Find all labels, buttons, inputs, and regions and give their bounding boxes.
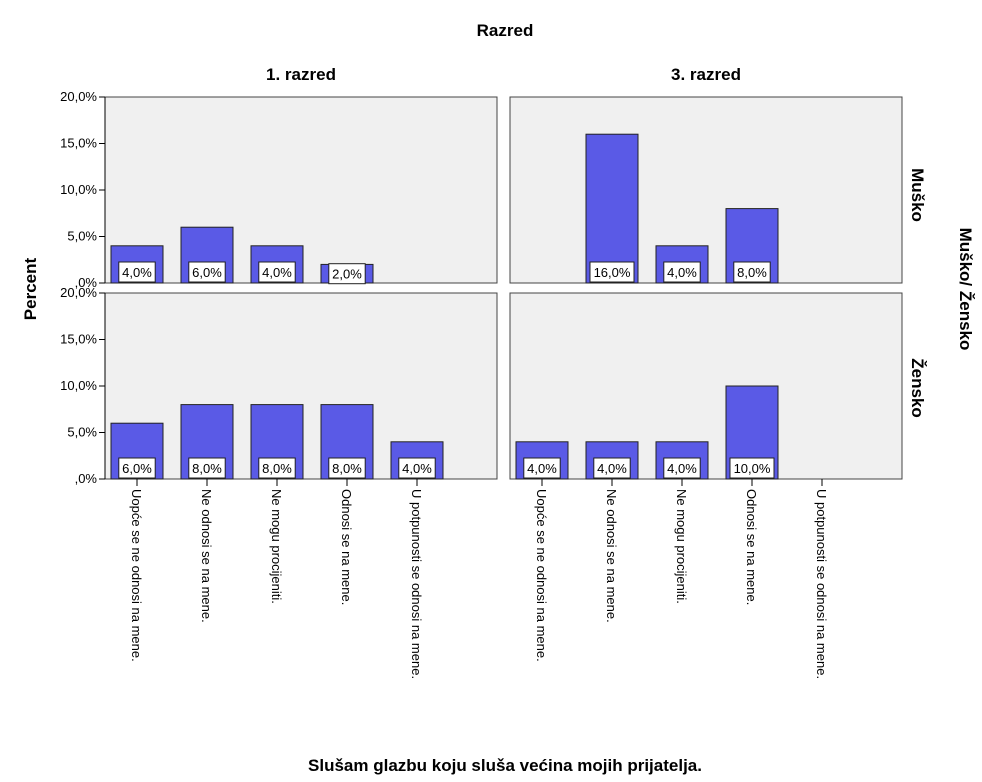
chart-title: Razred: [477, 21, 534, 40]
row-title-1: Muško: [908, 168, 927, 222]
data-label: 6,0%: [122, 461, 152, 476]
data-label: 4,0%: [597, 461, 627, 476]
y-tick-label: 5,0%: [67, 425, 97, 440]
data-label-box: [663, 457, 701, 479]
data-label-box: [328, 457, 366, 479]
data-label: 4,0%: [262, 265, 292, 280]
data-label-box: [118, 261, 156, 283]
data-label: 4,0%: [402, 461, 432, 476]
x-tick-label: U potpunosti se odnosi na mene.: [409, 489, 424, 679]
y-tick-label: 15,0%: [60, 136, 97, 151]
x-tick-label: Uopće se ne odnosi na mene.: [534, 489, 549, 662]
y-tick-label: 5,0%: [67, 229, 97, 244]
data-label: 4,0%: [667, 461, 697, 476]
data-label: 4,0%: [122, 265, 152, 280]
data-label: 8,0%: [332, 461, 362, 476]
data-label: 8,0%: [737, 265, 767, 280]
y-axis-title: Percent: [21, 257, 40, 320]
y-tick-label: 15,0%: [60, 332, 97, 347]
x-tick-label: Uopće se ne odnosi na mene.: [129, 489, 144, 662]
y-tick-label: 20,0%: [60, 285, 97, 300]
data-label-box: [733, 261, 771, 283]
row-group-title: Muško/ Žensko: [956, 228, 975, 351]
data-label-box: [589, 261, 635, 283]
bar: [585, 133, 639, 284]
data-label-box: [328, 263, 366, 285]
data-label: 6,0%: [192, 265, 222, 280]
data-label-box: [188, 261, 226, 283]
x-tick-label: Ne mogu procijeniti.: [269, 489, 284, 604]
column-title-2: 3. razred: [671, 65, 741, 84]
y-tick-label: ,0%: [75, 471, 98, 486]
column-title-1: 1. razred: [266, 65, 336, 84]
x-tick-label: Ne odnosi se na mene.: [199, 489, 214, 623]
y-tick-label: 10,0%: [60, 378, 97, 393]
y-tick-label: 10,0%: [60, 182, 97, 197]
data-label-box: [188, 457, 226, 479]
x-tick-label: Ne mogu procijeniti.: [674, 489, 689, 604]
data-label-box: [729, 457, 775, 479]
data-label-box: [593, 457, 631, 479]
data-label-box: [663, 261, 701, 283]
data-label: 16,0%: [594, 265, 631, 280]
data-label: 4,0%: [667, 265, 697, 280]
data-label-box: [118, 457, 156, 479]
data-label-box: [258, 457, 296, 479]
data-label-box: [258, 261, 296, 283]
x-tick-label: U potpunosti se odnosi na mene.: [814, 489, 829, 679]
data-label: 4,0%: [527, 461, 557, 476]
data-label-box: [398, 457, 436, 479]
data-label-box: [523, 457, 561, 479]
x-axis-title: Slušam glazbu koju sluša većina mojih pr…: [308, 756, 702, 775]
data-label: 8,0%: [262, 461, 292, 476]
row-title-2: Žensko: [908, 358, 927, 418]
x-tick-label: Odnosi se na mene.: [744, 489, 759, 605]
y-tick-label: 20,0%: [60, 89, 97, 104]
data-label: 8,0%: [192, 461, 222, 476]
y-tick-label: ,0%: [75, 275, 98, 290]
x-tick-label: Odnosi se na mene.: [339, 489, 354, 605]
x-tick-label: Ne odnosi se na mene.: [604, 489, 619, 623]
data-label: 10,0%: [734, 461, 771, 476]
data-label: 2,0%: [332, 267, 362, 282]
plot-area: 20,0%15,0%10,0%5,0%,0%20,0%15,0%10,0%5,0…: [60, 89, 903, 679]
